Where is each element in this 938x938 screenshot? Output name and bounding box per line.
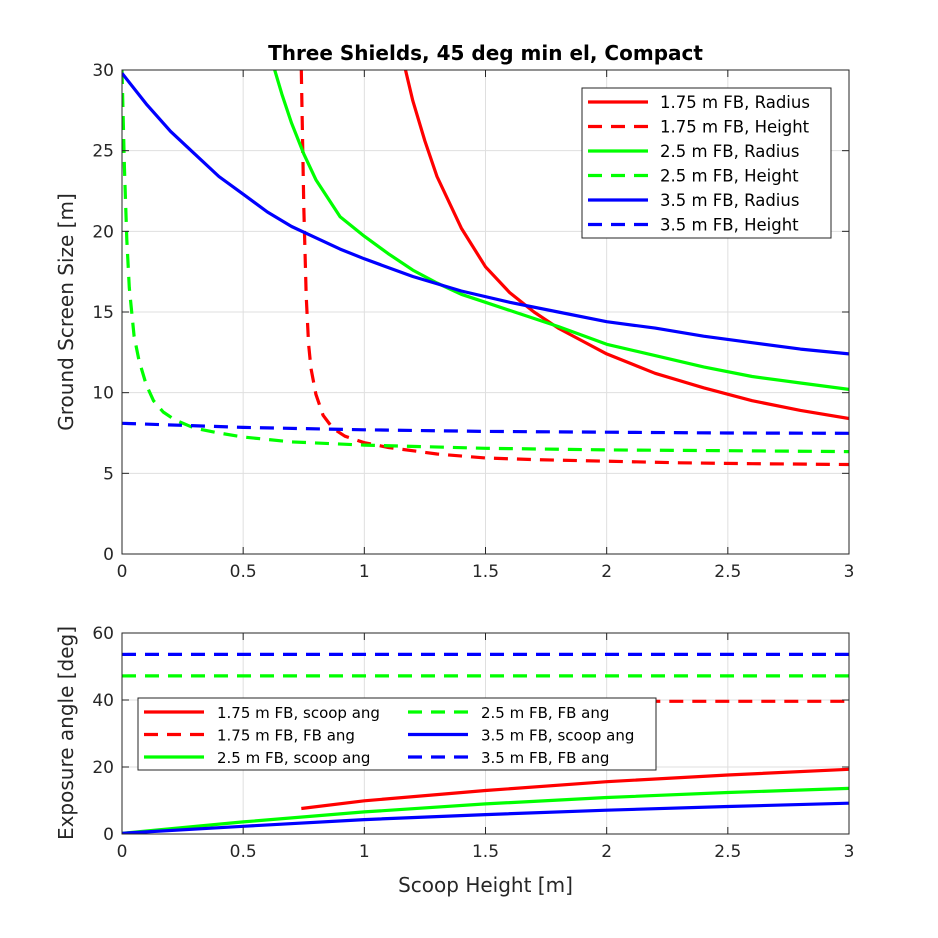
top-x-tick-label: 3: [844, 562, 855, 582]
bottom-y-tick-label: 0: [103, 825, 114, 845]
bottom-series-line-4: [122, 801, 849, 834]
top-series-line-1: [299, 70, 849, 467]
bottom-x-tick-label: 2.5: [714, 842, 741, 862]
top-x-tick-label: 1: [359, 562, 370, 582]
top-y-tick-label: 30: [92, 61, 114, 81]
top-x-tick-label: 2: [601, 562, 612, 582]
bottom-legend: 1.75 m FB, scoop ang 1.75 m FB, FB ang 2.5…: [137, 697, 657, 771]
top-x-tick-label: 0.5: [230, 562, 257, 582]
top-y-tick-label: 5: [103, 464, 114, 484]
top-y-tick-label: 0: [103, 545, 114, 565]
bottom-y-axis-label: Exposure angle [deg]: [54, 626, 78, 840]
x-axis-label: Scoop Height [m]: [398, 873, 573, 897]
top-plot-series: [122, 70, 849, 467]
top-series-line-3: [122, 70, 849, 454]
bottom-y-tick-label: 40: [92, 691, 114, 711]
bottom-series-line-0: [301, 767, 849, 811]
top-x-tick-label: 1.5: [472, 562, 499, 582]
bottom-y-tick-label: 20: [92, 758, 114, 778]
chart-title: Three Shields, 45 deg min el, Compact: [268, 41, 703, 65]
top-y-axis-label: Ground Screen Size [m]: [54, 193, 78, 431]
bottom-x-tick-label: 1: [359, 842, 370, 862]
bottom-plot: 0 0.5 1 1.5 2 2.5 3 0 20 40 60 Scoop Height [m] Ex…: [54, 624, 854, 897]
top-legend-label-0: 1.75 m FB, Radius: [660, 93, 810, 112]
bottom-series-line-2: [122, 786, 849, 834]
bottom-legend-label-4: 3.5 m FB, scoop ang: [481, 727, 634, 745]
top-legend-box: [581, 87, 832, 239]
top-series-line-4: [122, 72, 849, 356]
bottom-x-tick-label: 0.5: [230, 842, 257, 862]
top-y-tick-label: 20: [92, 222, 114, 242]
top-y-tick-label: 15: [92, 303, 114, 323]
top-y-tick-label: 10: [92, 384, 114, 404]
bottom-legend-label-3: 2.5 m FB, FB ang: [481, 704, 609, 722]
bottom-legend-box: [137, 697, 657, 771]
bottom-legend-label-5: 3.5 m FB, FB ang: [481, 749, 609, 767]
top-series-line-5: [122, 421, 849, 435]
top-legend-label-1: 1.75 m FB, Height: [660, 118, 810, 137]
top-legend-label-2: 2.5 m FB, Radius: [660, 142, 799, 161]
bottom-plot-ticks: 0 0.5 1 1.5 2 2.5 3 0 20 40 60: [92, 624, 854, 862]
top-legend-label-4: 3.5 m FB, Radius: [660, 191, 799, 210]
bottom-plot-series: [122, 652, 849, 834]
top-legend-label-3: 2.5 m FB, Height: [660, 167, 799, 186]
bottom-x-tick-label: 0: [117, 842, 128, 862]
bottom-legend-label-0: 1.75 m FB, scoop ang: [217, 704, 380, 722]
bottom-legend-label-2: 2.5 m FB, scoop ang: [217, 749, 370, 767]
bottom-x-tick-label: 2: [601, 842, 612, 862]
bottom-legend-label-1: 1.75 m FB, FB ang: [217, 727, 355, 745]
top-x-tick-label: 0: [117, 562, 128, 582]
top-legend-label-5: 3.5 m FB, Height: [660, 216, 799, 235]
top-x-tick-label: 2.5: [714, 562, 741, 582]
bottom-y-tick-label: 60: [92, 624, 114, 644]
top-series-line-0: [403, 70, 849, 421]
bottom-x-tick-label: 3: [844, 842, 855, 862]
bottom-x-tick-label: 1.5: [472, 842, 499, 862]
top-legend: 1.75 m FB, Radius 1.75 m FB, Height 2.5 m …: [581, 87, 832, 239]
top-y-tick-label: 25: [92, 142, 114, 162]
